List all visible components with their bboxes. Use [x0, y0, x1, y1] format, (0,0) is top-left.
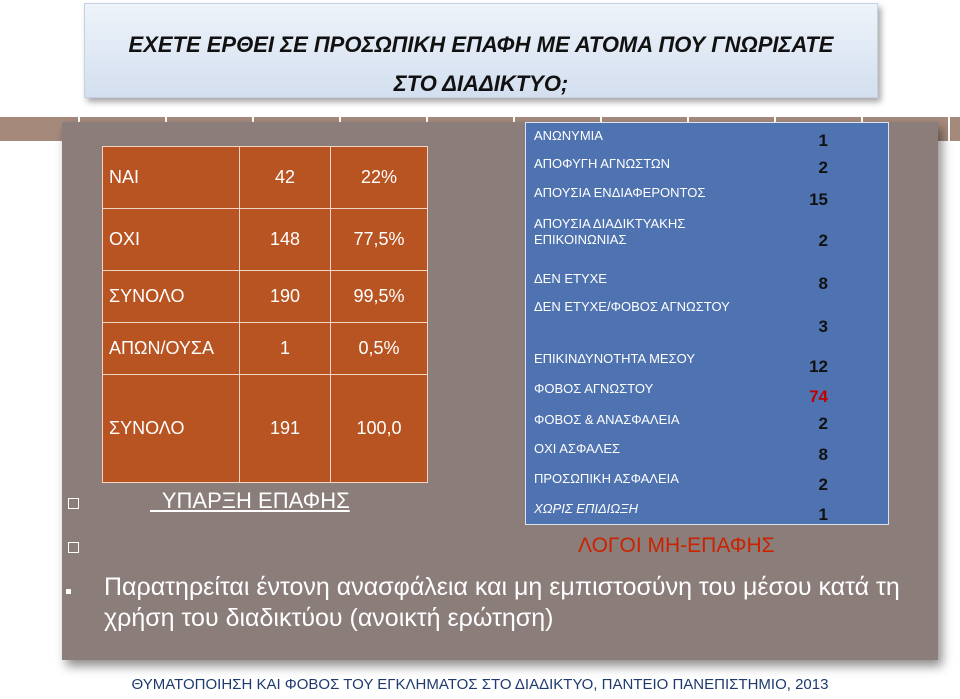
table-row: ΣΥΝΟΛΟ 191 100,0	[102, 374, 428, 483]
row-count: 42	[239, 146, 331, 209]
table-row: ΝΑΙ 42 22%	[102, 146, 428, 209]
reason-value: 1	[818, 505, 828, 524]
row-count: 190	[239, 270, 331, 323]
row-label: ΝΑΙ	[102, 146, 240, 209]
reason-label: ΟΧΙ ΑΣΦΑΛΕΣ	[534, 441, 621, 456]
reason-label: ΑΠΟΥΣΙΑ ΔΙΑΔΙΚΤΥΑΚΗΣ ΕΠΙΚΟΙΝΩΝΙΑΣ	[534, 216, 686, 247]
table-row: ΟΧΙ 148 77,5%	[102, 208, 428, 271]
table-row: ΣΥΝΟΛΟ 190 99,5%	[102, 270, 428, 323]
row-percent: 22%	[330, 146, 428, 209]
row-label: ΣΥΝΟΛΟ	[102, 270, 240, 323]
reason-label: ΧΩΡΙΣ ΕΠΙΔΙΩΞΗ	[534, 501, 638, 516]
table-row: ΑΠΩΝ/ΟΥΣΑ 1 0,5%	[102, 322, 428, 375]
checkbox-bullet-icon	[68, 498, 79, 509]
row-label: ΑΠΩΝ/ΟΥΣΑ	[102, 322, 240, 375]
slide-title-line-1: ΕΧΕΤΕ ΕΡΘΕΙ ΣΕ ΠΡΟΣΩΠΙΚΗ ΕΠΑΦΗ ΜΕ ΑΤΟΜΑ …	[128, 32, 834, 57]
footer-text: ΘΥΜΑΤΟΠΟΙΗΣΗ ΚΑΙ ΦΟΒΟΣ ΤΟΥ ΕΓΚΛΗΜΑΤΟΣ ΣΤ…	[131, 676, 829, 693]
slide-title-line-2: ΣΤΟ ΔΙΑΔΙΚΤΥΟ;	[393, 71, 569, 96]
row-label: ΟΧΙ	[102, 208, 240, 271]
reason-label: ΕΠΙΚΙΝΔΥΝΟΤΗΤΑ ΜΕΣΟΥ	[534, 351, 696, 366]
left-caption: ΥΠΑΡΞΗ ΕΠΑΦΗΣ	[150, 488, 350, 514]
reason-label: ΠΡΟΣΩΠΙΚΗ ΑΣΦΑΛΕΙΑ	[534, 471, 679, 486]
row-count: 1	[239, 322, 331, 375]
conclusion-text: Παρατηρείται έντονη ανασφάλεια και μη εμ…	[104, 573, 900, 632]
reason-label: ΦΟΒΟΣ ΑΓΝΩΣΤΟΥ	[534, 381, 654, 396]
row-count: 191	[239, 374, 331, 483]
reason-value: 15	[809, 190, 828, 209]
reasons-panel: ΑΝΩΝΥΜΙΑ 1 ΑΠΟΦΥΓΗ ΑΓΝΩΣΤΩΝ 2 ΑΠΟΥΣΙΑ ΕΝ…	[525, 122, 889, 525]
reason-value: 2	[818, 475, 828, 494]
row-label: ΣΥΝΟΛΟ	[102, 374, 240, 483]
bullet-dot-icon	[66, 589, 71, 594]
right-caption: ΛΟΓΟΙ ΜΗ-ΕΠΑΦΗΣ	[578, 534, 775, 557]
slide-title-box: ΕΧΕΤΕ ΕΡΘΕΙ ΣΕ ΠΡΟΣΩΠΙΚΗ ΕΠΑΦΗ ΜΕ ΑΤΟΜΑ …	[84, 3, 878, 98]
reason-value: 8	[818, 445, 828, 464]
reason-value: 1	[818, 131, 828, 150]
row-percent: 77,5%	[330, 208, 428, 271]
reason-label: ΦΟΒΟΣ & ΑΝΑΣΦΑΛΕΙΑ	[534, 412, 680, 427]
checkbox-bullet-icon	[68, 542, 79, 553]
reason-label: ΑΝΩΝΥΜΙΑ	[534, 128, 603, 143]
reason-value: 8	[818, 274, 828, 293]
reason-value: 2	[818, 231, 828, 250]
left-caption-text: ΥΠΑΡΞΗ ΕΠΑΦΗΣ	[161, 488, 350, 513]
reason-label: ΑΠΟΦΥΓΗ ΑΓΝΩΣΤΩΝ	[534, 156, 671, 171]
contact-table: ΝΑΙ 42 22% ΟΧΙ 148 77,5% ΣΥΝΟΛΟ 190 99,5…	[102, 146, 428, 483]
reason-value: 12	[809, 357, 828, 376]
reason-label: ΔΕΝ ΕΤΥΧΕ	[534, 271, 607, 286]
reason-label: ΔΕΝ ΕΤΥΧΕ/ΦΟΒΟΣ ΑΓΝΩΣΤΟΥ	[534, 299, 730, 314]
ruler-tick	[948, 117, 950, 141]
reason-value-highlight: 74	[809, 387, 828, 406]
row-percent: 100,0	[330, 374, 428, 483]
reason-label: ΑΠΟΥΣΙΑ ΕΝΔΙΑΦΕΡΟΝΤΟΣ	[534, 185, 706, 200]
row-percent: 99,5%	[330, 270, 428, 323]
reason-value: 3	[818, 317, 828, 336]
reason-value: 2	[818, 414, 828, 433]
reason-value: 2	[818, 158, 828, 177]
row-percent: 0,5%	[330, 322, 428, 375]
row-count: 148	[239, 208, 331, 271]
